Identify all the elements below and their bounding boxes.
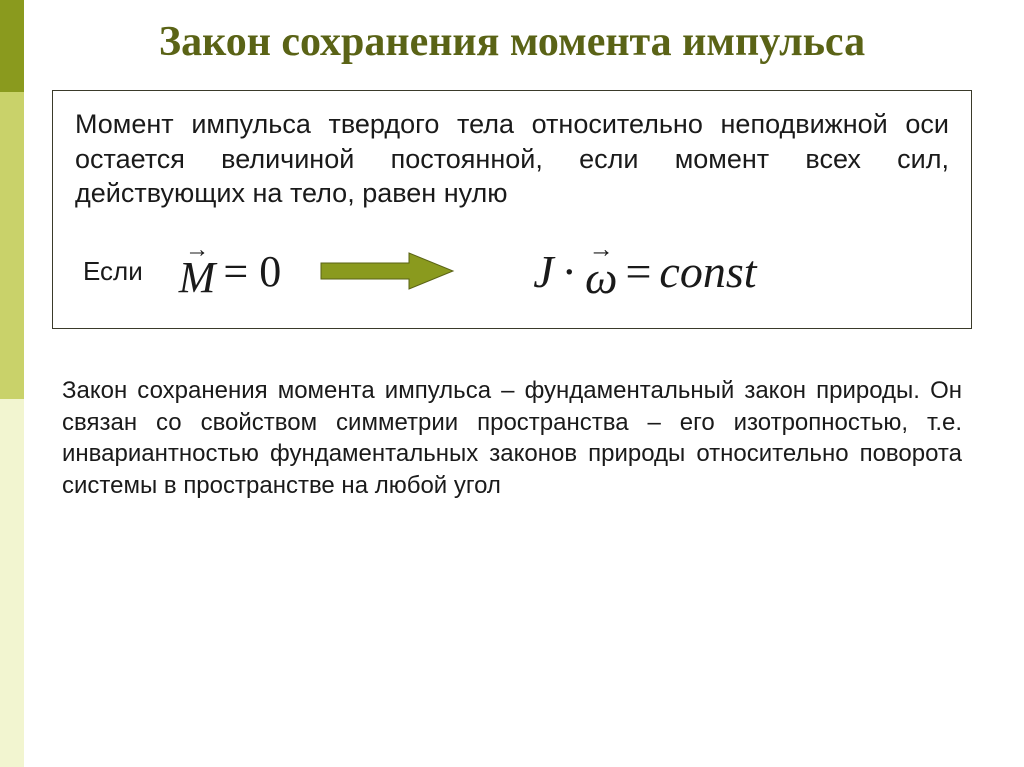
formula-moment-zero: → M = 0	[179, 240, 281, 303]
footer-paragraph: Закон сохранения момента импульса – фунд…	[62, 375, 962, 502]
vector-arrow-icon: →	[185, 236, 209, 264]
definition-text: Момент импульса твердого тела относитель…	[75, 107, 949, 211]
vector-arrow-icon: →	[589, 235, 614, 264]
formula-row: Если → M = 0 J · → ω = const	[75, 239, 949, 304]
definition-box: Момент импульса твердого тела относитель…	[52, 90, 972, 329]
var-J: J	[533, 245, 553, 298]
stripe-band-inner	[0, 399, 24, 767]
arrow-shape	[321, 253, 453, 289]
implies-arrow-icon	[317, 249, 457, 293]
stripe-band-mid	[0, 92, 24, 399]
equals-zero: = 0	[223, 246, 281, 297]
formula-j-omega-const: J · → ω = const	[533, 239, 756, 304]
if-label: Если	[83, 256, 143, 287]
equals-sign: =	[625, 245, 651, 298]
const-text: const	[659, 245, 756, 298]
vector-omega: → ω	[585, 239, 617, 304]
stripe-band-outer	[0, 0, 24, 92]
dot-operator: ·	[562, 245, 577, 298]
vector-M: → M	[179, 240, 216, 303]
left-decor-stripe	[0, 0, 24, 767]
page-title: Закон сохранения момента импульса	[0, 0, 1024, 80]
